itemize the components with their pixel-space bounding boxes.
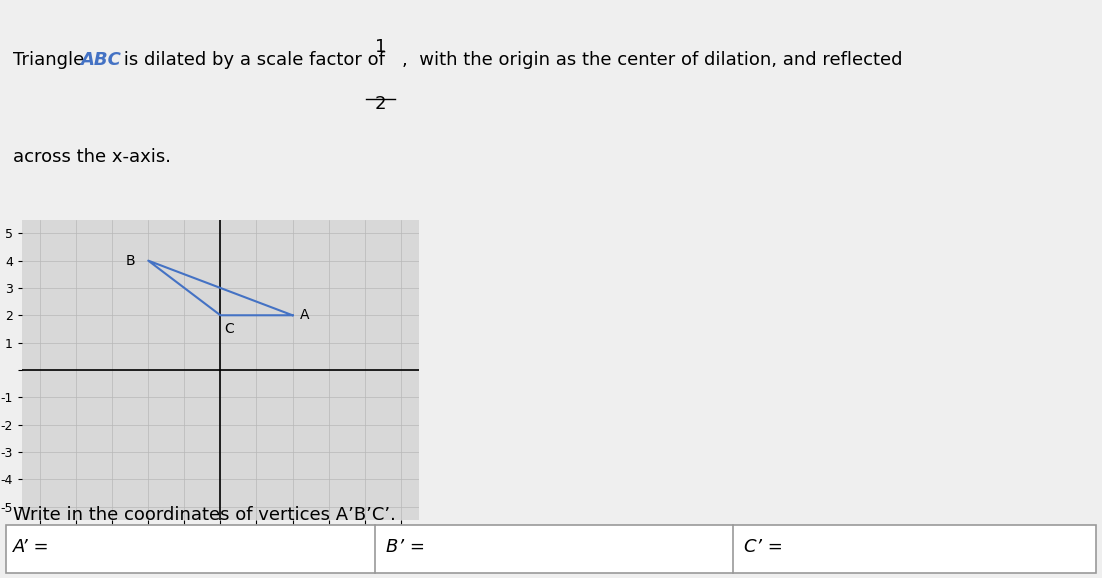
Text: A: A (300, 308, 310, 323)
Text: 1: 1 (375, 38, 386, 56)
Text: across the x-axis.: across the x-axis. (13, 148, 171, 166)
FancyBboxPatch shape (6, 525, 1096, 573)
Text: ,  with the origin as the center of dilation, and reflected: , with the origin as the center of dilat… (402, 51, 903, 69)
Text: B’ =: B’ = (386, 538, 424, 556)
Text: A’ =: A’ = (13, 538, 50, 556)
Text: B: B (126, 254, 136, 268)
Text: C’ =: C’ = (744, 538, 782, 556)
Text: C: C (224, 322, 234, 336)
Text: Write in the coordinates of vertices A’B’C’.: Write in the coordinates of vertices A’B… (13, 506, 396, 524)
Text: 2: 2 (375, 95, 386, 113)
Text: is dilated by a scale factor of: is dilated by a scale factor of (118, 51, 385, 69)
Text: ABC: ABC (80, 51, 121, 69)
Text: Triangle: Triangle (13, 51, 90, 69)
